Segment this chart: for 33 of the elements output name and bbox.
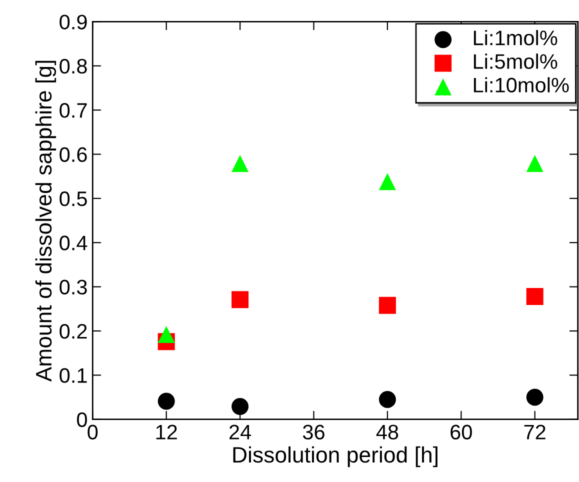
- x-axis-title: Dissolution period [h]: [233, 446, 438, 468]
- y-tick-label: 0.6: [60, 147, 87, 162]
- x-tick-label: 36: [302, 424, 324, 440]
- point: [232, 398, 249, 416]
- point: [232, 291, 249, 308]
- point: [232, 155, 249, 172]
- y-tick-label: 0.9: [60, 14, 87, 30]
- y-tick-label: 0: [77, 412, 87, 428]
- x-tick-label: 12: [156, 424, 177, 440]
- x-tick-label: 60: [450, 424, 472, 440]
- x-tick-label: 0: [88, 424, 98, 440]
- point: [158, 392, 175, 410]
- point: [378, 390, 396, 408]
- y-tick-label: 0.7: [60, 103, 87, 118]
- y-tick-label: 0.5: [60, 191, 87, 206]
- x-tick-label: 24: [230, 424, 252, 440]
- x-tick-label: 72: [524, 424, 546, 440]
- point: [378, 173, 396, 190]
- point: [526, 155, 544, 172]
- legend-label: Li:5mol%: [474, 54, 558, 69]
- y-tick-label: 0.4: [60, 236, 88, 250]
- point: [378, 296, 396, 314]
- y-tick-label: 0.8: [60, 58, 87, 74]
- legend-label: Li:1mol%: [474, 30, 558, 46]
- x-tick-label: 48: [376, 424, 398, 440]
- legend-label: Li:10mol%: [474, 77, 569, 92]
- y-tick-label: 0.1: [60, 368, 87, 383]
- y-axis-title: Amount of dissolved sapphire [g]: [35, 60, 56, 382]
- point: [526, 388, 544, 406]
- point: [158, 326, 175, 344]
- y-tick-label: 0.3: [60, 280, 87, 295]
- point: [526, 288, 544, 306]
- y-tick-label: 0.2: [60, 324, 87, 339]
